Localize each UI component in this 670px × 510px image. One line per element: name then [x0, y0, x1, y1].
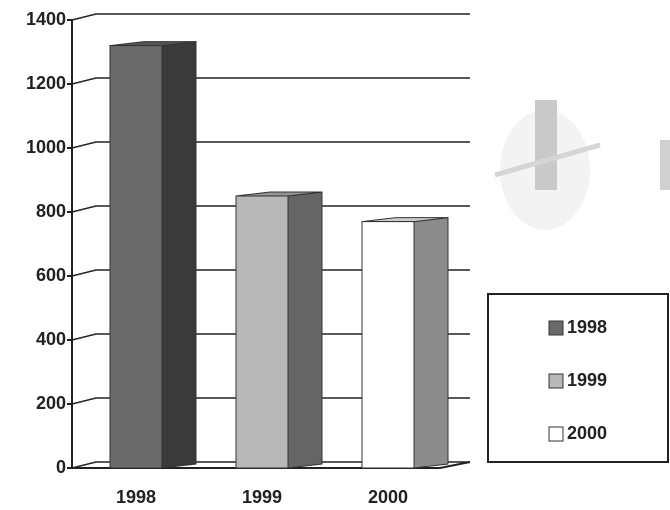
y-tick-label: 400 — [36, 329, 66, 349]
y-tick-label: 600 — [36, 265, 66, 285]
legend-swatch — [548, 426, 564, 442]
grid-line — [71, 333, 470, 341]
bar — [361, 221, 415, 469]
y-tick-label: 1000 — [26, 137, 66, 157]
grid-line — [71, 461, 470, 469]
grid-line — [71, 205, 470, 213]
y-tick-label: 0 — [56, 457, 66, 477]
bar-side — [287, 191, 323, 469]
y-tick-label: 200 — [36, 393, 66, 413]
bar — [109, 45, 163, 469]
legend-label: 1998 — [567, 317, 607, 337]
grid-line — [71, 77, 470, 85]
bar-side — [161, 41, 197, 469]
x-tick-label: 1999 — [242, 487, 282, 507]
y-tick-label: 1200 — [26, 73, 66, 93]
y-tick-label: 800 — [36, 201, 66, 221]
x-tick-label: 1998 — [116, 487, 156, 507]
grid-line — [71, 13, 470, 21]
bar — [235, 195, 289, 469]
y-tick-label: 1400 — [26, 9, 66, 29]
grid-line — [71, 269, 470, 277]
legend-label: 2000 — [567, 423, 607, 443]
grid-line — [71, 141, 470, 149]
decoration — [494, 100, 670, 230]
grid-line — [71, 397, 470, 405]
x-axis — [72, 461, 471, 469]
bar-side — [413, 217, 449, 469]
legend-label: 1999 — [567, 370, 607, 390]
legend-box — [487, 293, 669, 463]
legend-swatch — [548, 320, 564, 336]
legend-swatch — [548, 373, 564, 389]
x-tick-label: 2000 — [368, 487, 408, 507]
